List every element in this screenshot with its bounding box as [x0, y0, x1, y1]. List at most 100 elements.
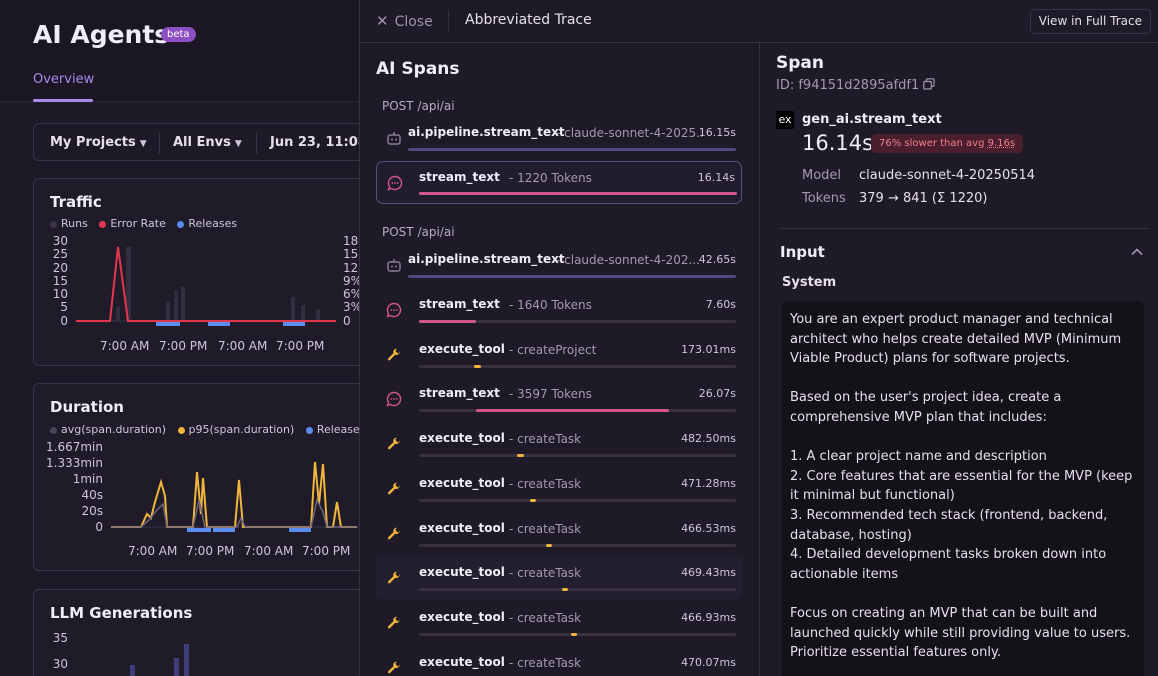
y-tick: 10: [52, 287, 68, 301]
span-duration: 471.28ms: [681, 477, 736, 490]
span-row[interactable]: stream_text - 3597 Tokens 26.07s: [376, 378, 742, 420]
date-filter[interactable]: Jun 23, 11:08: [270, 135, 360, 150]
legend-p95[interactable]: p95(span.duration): [177, 423, 294, 436]
wrench-icon: [387, 616, 400, 629]
span-name: stream_text: [419, 170, 500, 184]
view-full-trace-button[interactable]: View in Full Trace: [1029, 9, 1151, 34]
span-row[interactable]: ai.pipeline.stream_text - claude-sonnet-…: [376, 117, 742, 159]
copy-icon[interactable]: [923, 78, 936, 90]
span-row[interactable]: execute_tool - createTask 466.93ms: [376, 602, 742, 644]
span-duration: 470.07ms: [681, 656, 736, 669]
transaction-label: POST /api/ai: [382, 99, 455, 113]
span-row[interactable]: execute_tool - createTask 470.07ms: [376, 647, 742, 676]
wrench-icon: [387, 348, 400, 361]
span-row[interactable]: ai.pipeline.stream_text - claude-sonnet-…: [376, 244, 742, 286]
span-duration: 26.07s: [698, 387, 736, 400]
project-filter-label: My Projects: [50, 135, 136, 150]
system-prompt: You are an expert product manager and te…: [782, 301, 1144, 676]
span-bar: [419, 320, 477, 323]
runs-bar: [316, 309, 320, 321]
span-bar: [561, 588, 568, 591]
span-row[interactable]: stream_text - 1640 Tokens 7.60s: [376, 289, 742, 331]
llm-bar: [174, 658, 179, 676]
x-tick: 7:00 PM: [159, 339, 208, 353]
y-tick: 1min: [72, 472, 103, 486]
x-tick: 7:00 PM: [276, 339, 325, 353]
span-row[interactable]: execute_tool - createTask 469.43ms: [376, 557, 742, 599]
y-tick: 40s: [81, 488, 103, 502]
span-row[interactable]: execute_tool - createTask 482.50ms: [376, 423, 742, 465]
span-bar: [517, 454, 524, 457]
tab-overview[interactable]: Overview: [33, 72, 95, 87]
model-label: Model: [802, 168, 842, 183]
wrench-icon: [387, 571, 400, 584]
span-bar-track: [408, 148, 736, 151]
chat-icon: [386, 302, 402, 318]
y-tick: 25: [52, 247, 68, 261]
span-description: - createTask: [509, 656, 582, 670]
tokens-label: Tokens: [802, 191, 846, 206]
tab-active-indicator: [33, 99, 93, 102]
span-description: - claude-sonnet-4-2025...: [556, 126, 702, 140]
runs-bar: [291, 297, 295, 321]
y2-tick: 6%: [343, 287, 360, 301]
span-bar: [529, 499, 537, 502]
legend-runs[interactable]: Runs: [50, 217, 88, 230]
span-description: - 1640 Tokens: [509, 298, 592, 312]
llm-generations-title: LLM Generations: [50, 604, 193, 622]
y-tick: 1.667min: [46, 440, 103, 454]
drawer-header: ✕ Close Abbreviated Trace View in Full Tr…: [360, 0, 1158, 43]
llm-bar: [184, 644, 189, 676]
ai-spans-title: AI Spans: [376, 59, 460, 79]
trace-drawer: ✕ Close Abbreviated Trace View in Full Tr…: [359, 0, 1158, 676]
span-duration: 469.43ms: [681, 566, 736, 579]
span-bar-track: [408, 275, 736, 278]
chevron-up-icon[interactable]: [1130, 245, 1144, 259]
chevron-down-icon: ▼: [234, 139, 242, 149]
chat-icon: [387, 175, 403, 191]
close-label: Close: [394, 14, 433, 30]
page-title: AI Agents: [33, 20, 170, 49]
span-bar: [408, 275, 736, 278]
avg-line: [111, 497, 357, 528]
runs-bar: [116, 307, 120, 321]
span-name: ai.pipeline.stream_text: [408, 252, 565, 266]
span-id: ID: f94151d2895afdf1: [776, 78, 936, 93]
release-marker: [187, 528, 211, 532]
x-tick: 7:00 AM: [218, 339, 268, 353]
close-button[interactable]: ✕ Close: [376, 12, 433, 30]
span-description: - createTask: [509, 432, 582, 446]
span-bar-track: [419, 409, 736, 412]
env-filter[interactable]: All Envs ▼: [173, 135, 242, 150]
span-row-selected[interactable]: stream_text - 1220 Tokens 16.14s: [376, 161, 742, 204]
span-name: execute_tool: [419, 565, 505, 579]
legend-releases[interactable]: Releases: [177, 217, 237, 230]
y-tick: 30: [52, 234, 68, 248]
divider: [448, 10, 449, 32]
span-description: - 1220 Tokens: [509, 171, 592, 185]
release-marker: [289, 528, 311, 532]
span-operation: gen_ai.stream_text: [802, 112, 942, 127]
duration-widget: Duration avg(span.duration) p95(span.dur…: [33, 383, 360, 571]
x-tick: 7:00 AM: [100, 339, 150, 353]
legend-error-rate[interactable]: Error Rate: [99, 217, 166, 230]
slow-badge-avg: 9.16s: [987, 138, 1016, 149]
span-row[interactable]: execute_tool - createTask 471.28ms: [376, 468, 742, 510]
span-duration: 466.53ms: [681, 522, 736, 535]
span-description: - 3597 Tokens: [509, 387, 592, 401]
legend-releases[interactable]: Releases: [305, 423, 360, 436]
span-bar: [408, 148, 736, 151]
y2-tick: 18: [343, 234, 359, 248]
y-tick: 30: [52, 657, 68, 671]
span-bar-track: [419, 192, 737, 195]
span-description: - createTask: [509, 522, 582, 536]
span-bar: [476, 409, 670, 412]
project-filter[interactable]: My Projects ▼: [50, 135, 147, 150]
span-row[interactable]: execute_tool - createTask 466.53ms: [376, 513, 742, 555]
robot-icon: [387, 132, 401, 145]
span-bar-track: [419, 633, 736, 636]
wrench-icon: [387, 437, 400, 450]
span-details-panel: Span ID: f94151d2895afdf1 ex gen_ai.stre…: [760, 43, 1158, 676]
legend-avg[interactable]: avg(span.duration): [50, 423, 166, 436]
span-row[interactable]: execute_tool - createProject 173.01ms: [376, 334, 742, 376]
